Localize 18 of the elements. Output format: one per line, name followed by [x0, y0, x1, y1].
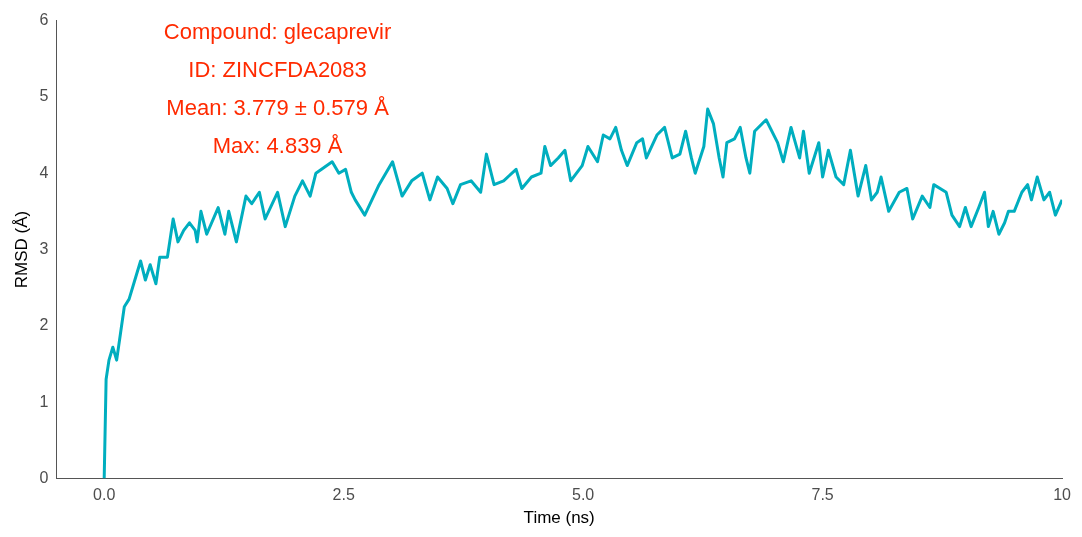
y-axis-title: RMSD (Å) — [11, 210, 31, 289]
y-tick-label: 5 — [39, 87, 49, 105]
y-tick-label: 6 — [39, 11, 49, 29]
y-tick-label: 0 — [39, 468, 49, 486]
annotation: Max: 4.839 Å — [212, 132, 343, 158]
annotation: ID: ZINCFDA2083 — [188, 56, 367, 82]
y-tick-label: 4 — [39, 163, 49, 181]
annotation: Compound: glecaprevir — [163, 18, 392, 44]
x-tick-label: 10 — [1053, 486, 1072, 504]
x-tick-label: 0.0 — [93, 486, 116, 504]
x-tick-label: 5.0 — [572, 486, 595, 504]
x-axis-title: Time (ns) — [523, 508, 595, 528]
x-tick-label: 7.5 — [811, 486, 834, 504]
y-tick-label: 2 — [39, 316, 49, 334]
annotation: Mean: 3.779 ± 0.579 Å — [166, 94, 390, 120]
y-tick-label: 3 — [39, 239, 49, 257]
x-tick-label: 2.5 — [332, 486, 355, 504]
y-tick-label: 1 — [39, 392, 49, 410]
